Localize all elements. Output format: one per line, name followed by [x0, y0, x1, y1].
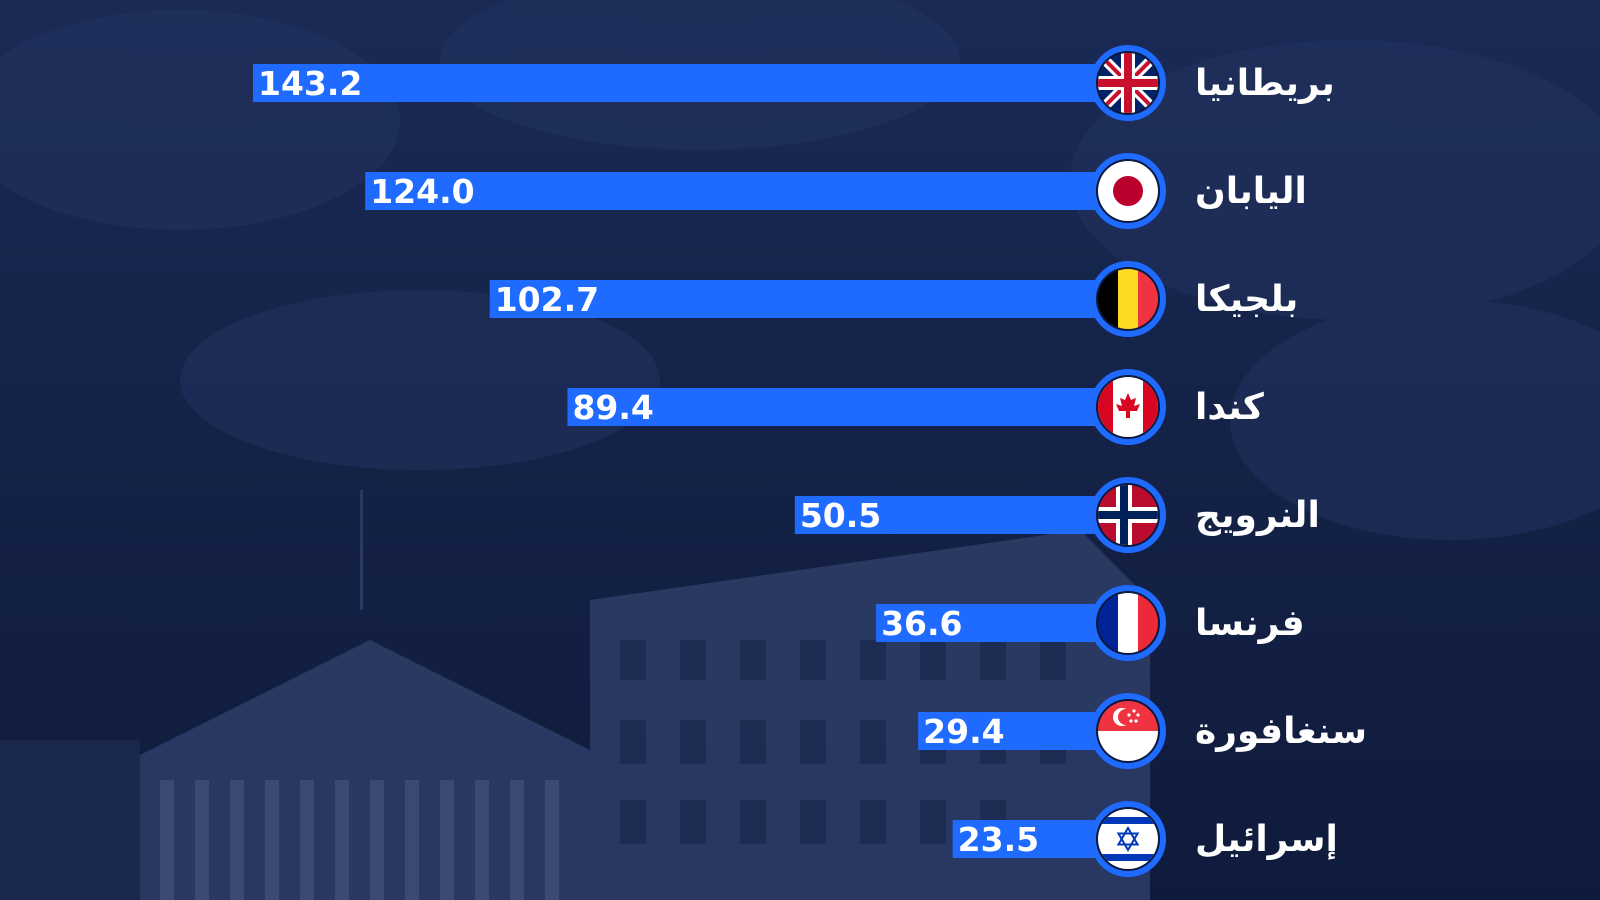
country-label: كندا: [1195, 387, 1264, 428]
country-label: فرنسا: [1195, 603, 1305, 644]
singapore-flag-icon: [1090, 693, 1166, 769]
bar: [794, 496, 1100, 534]
value-label: 124.0: [370, 172, 474, 211]
bar: [567, 388, 1100, 426]
bar: [918, 712, 1100, 750]
bar: [253, 64, 1100, 102]
value-label: 50.5: [800, 496, 881, 535]
france-flag-icon: [1090, 585, 1166, 661]
country-label: بريطانيا: [1195, 63, 1335, 104]
value-label: 29.4: [923, 712, 1004, 751]
value-label: 143.2: [258, 64, 362, 103]
country-label: إسرائيل: [1195, 819, 1338, 860]
value-label: 36.6: [881, 604, 962, 643]
country-label: بلجيكا: [1195, 279, 1298, 320]
bar: [952, 820, 1100, 858]
value-label: 102.7: [495, 280, 599, 319]
country-label: النرويج: [1195, 495, 1320, 536]
canada-flag-icon: [1090, 369, 1166, 445]
bar: [876, 604, 1100, 642]
norway-flag-icon: [1090, 477, 1166, 553]
country-label: اليابان: [1195, 171, 1307, 212]
belgium-flag-icon: [1090, 261, 1166, 337]
japan-flag-icon: [1090, 153, 1166, 229]
country-label: سنغافورة: [1195, 711, 1367, 752]
bar: [489, 280, 1100, 318]
bar: [365, 172, 1100, 210]
uk-flag-icon: [1090, 45, 1166, 121]
value-label: 89.4: [572, 388, 653, 427]
israel-flag-icon: [1090, 801, 1166, 877]
value-label: 23.5: [958, 820, 1039, 859]
